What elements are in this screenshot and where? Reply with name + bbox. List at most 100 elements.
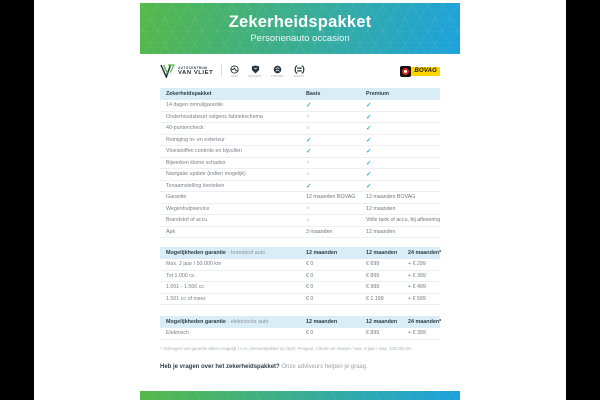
cell-value: € 0 [306, 295, 314, 302]
cell-value: € 0 [306, 261, 314, 268]
column-header: 12 maanden [306, 319, 338, 325]
check-icon: ✓ [366, 171, 372, 179]
opel-icon [230, 64, 239, 74]
cell-value: € 999 [366, 284, 380, 291]
bovag-label: BOVAG [411, 66, 440, 76]
table-row: Brandstof of accu × Volle tank of accu, bi… [160, 215, 440, 227]
column-header: 12 maanden [366, 250, 398, 256]
package-table-body: 14 dagen omruilgarantie ✓ ✓ Onderhoudsbeurt… [160, 100, 440, 238]
brand-logo-opel: Opel [230, 64, 239, 78]
table-row: 40-puntencheck × ✓ [160, 123, 440, 135]
cell-value: + € 599 [408, 295, 426, 302]
table-row: Onderhoudsbeurt volgens fabriekschema × ✓ [160, 112, 440, 123]
row-label: Tot 1.000 cc [166, 272, 195, 279]
row-label: Vloeistoffen controle en bijvullen [166, 148, 242, 155]
brand-logo-aiways: Aiways [293, 64, 306, 78]
dealer-name-top: AUTOCENTRUM [178, 66, 208, 70]
cross-icon: × [306, 124, 310, 132]
flyer-page: Zekerheidspakket Personenauto occasion A… [34, 0, 566, 400]
cell-value: 12 maanden [366, 205, 396, 212]
table-row: 14 dagen omruilgarantie ✓ ✓ [160, 100, 440, 112]
aiways-icon [294, 64, 304, 74]
row-label: Bijwerken kleine schades [166, 159, 226, 166]
column-header: Basis [306, 91, 321, 97]
cross-icon: × [306, 113, 310, 121]
cell-value: + € 399 [408, 272, 426, 279]
hero-banner: Zekerheidspakket Personenauto occasion [140, 3, 460, 54]
cell-value: € 0 [306, 284, 314, 291]
brand-logo-peugeot: Peugeot [248, 64, 262, 78]
cell-value: € 0 [306, 272, 314, 279]
dealer-logo: AUTOCENTRUM VAN VLIET [160, 64, 213, 78]
cell-value: + € 299 [408, 261, 426, 268]
table-row: Max. 2 jaar / 50.000 km € 0 € 699 + € 299 [160, 259, 440, 271]
column-header: 12 maanden [366, 319, 398, 325]
cell-value: 12 maanden BOVAG [366, 194, 416, 201]
check-icon: ✓ [366, 182, 372, 190]
table-row: Reiniging in- en exterieur ✓ ✓ [160, 135, 440, 146]
cell-value: € 0 [306, 330, 314, 337]
bovag-logo: BOVAG [400, 65, 440, 77]
column-header: 12 maanden [306, 250, 338, 256]
table-row: Garantie 12 maanden BOVAG 12 maanden BOVAG [160, 192, 440, 204]
cell-value: € 699 [366, 261, 380, 268]
cross-icon: × [306, 170, 310, 178]
check-icon: ✓ [366, 113, 372, 121]
row-label: 1.501 cc of meer [166, 295, 206, 302]
fuel-table-subtitle: - brandstof auto [225, 250, 266, 256]
package-table-header: Zekerheidspakket Basis Premium [160, 88, 440, 100]
row-label: Tenaamstelling kenteken [166, 182, 225, 189]
check-icon: ✓ [366, 148, 372, 156]
row-label: Navigatie update (indien mogelijk) [166, 171, 246, 178]
electric-warranty-table: Mogelijkheden garantie - elektrische aut… [160, 316, 442, 340]
table-row: Wegenhulpservice × 12 maanden [160, 204, 440, 215]
check-icon: ✓ [306, 182, 312, 190]
check-icon: ✓ [366, 125, 372, 133]
package-table-title: Zekerheidspakket [166, 91, 212, 97]
table-row: 1.001 - 1.500 cc € 0 € 999 + € 499 [160, 282, 440, 294]
row-label: Max. 2 jaar / 50.000 km [166, 261, 222, 268]
divider [221, 65, 223, 77]
check-icon: ✓ [366, 159, 372, 167]
package-table: Zekerheidspakket Basis Premium 14 dagen o… [160, 88, 440, 238]
bovag-emblem-icon [400, 65, 412, 77]
table-row: Tot 1.000 cc € 0 € 899 + € 399 [160, 271, 440, 282]
check-icon: ✓ [306, 102, 312, 110]
page-subtitle: Personenauto occasion [250, 33, 350, 45]
table-row: Elektrisch € 0 € 899 + € 399 [160, 328, 440, 340]
footnote: * Verlengen van garantie alleen mogelijk… [160, 345, 413, 351]
electric-table-subtitle: - elektrische auto [225, 319, 269, 325]
van-vliet-v-icon [160, 64, 175, 78]
cross-icon: × [306, 216, 310, 224]
row-label: Elektrisch [166, 330, 189, 337]
column-header: Premium [366, 91, 390, 97]
cross-icon: × [306, 205, 310, 213]
table-row: Navigatie update (indien mogelijk) × ✓ [160, 169, 440, 181]
brand-logo-citroen: Citroën [271, 65, 284, 78]
table-row: Vloeistoffen controle en bijvullen ✓ ✓ [160, 146, 440, 158]
cell-value: 12 maanden BOVAG [306, 194, 356, 201]
cell-value: 12 maanden [366, 228, 396, 235]
peugeot-icon [251, 64, 259, 74]
row-label: Wegenhulpservice [166, 205, 210, 212]
row-label: Reiniging in- en exterieur [166, 136, 225, 143]
footer-gradient-bar [140, 391, 460, 400]
cell-value: + € 399 [408, 330, 426, 337]
page-title: Zekerheidspakket [228, 12, 372, 31]
cell-value: 3 maanden [306, 228, 333, 235]
question-bold: Heb je vragen over het zekerheidspakket? [160, 364, 280, 371]
check-icon: ✓ [366, 102, 372, 110]
cell-value: € 899 [366, 330, 380, 337]
brand-logos: Opel Peugeot Citroën [230, 64, 306, 78]
row-label: 1.001 - 1.500 cc [166, 284, 204, 291]
table-row: 1.501 cc of meer € 0 € 1.199 + € 599 [160, 294, 440, 305]
citroen-icon [273, 65, 281, 73]
table-row: Tenaamstelling kenteken ✓ ✓ [160, 181, 440, 192]
cell-value: € 899 [366, 272, 380, 279]
fuel-table-body: Max. 2 jaar / 50.000 km € 0 € 699 + € 299 To… [160, 259, 440, 305]
dealer-name-bottom: VAN VLIET [178, 70, 214, 76]
question-rest: Onze adviseurs helpen je graag. [279, 364, 368, 371]
row-label: Onderhoudsbeurt volgens fabriekschema [166, 113, 263, 120]
fuel-table-title: Mogelijkheden garantie [166, 250, 226, 256]
column-header: 24 maanden* [408, 319, 442, 325]
